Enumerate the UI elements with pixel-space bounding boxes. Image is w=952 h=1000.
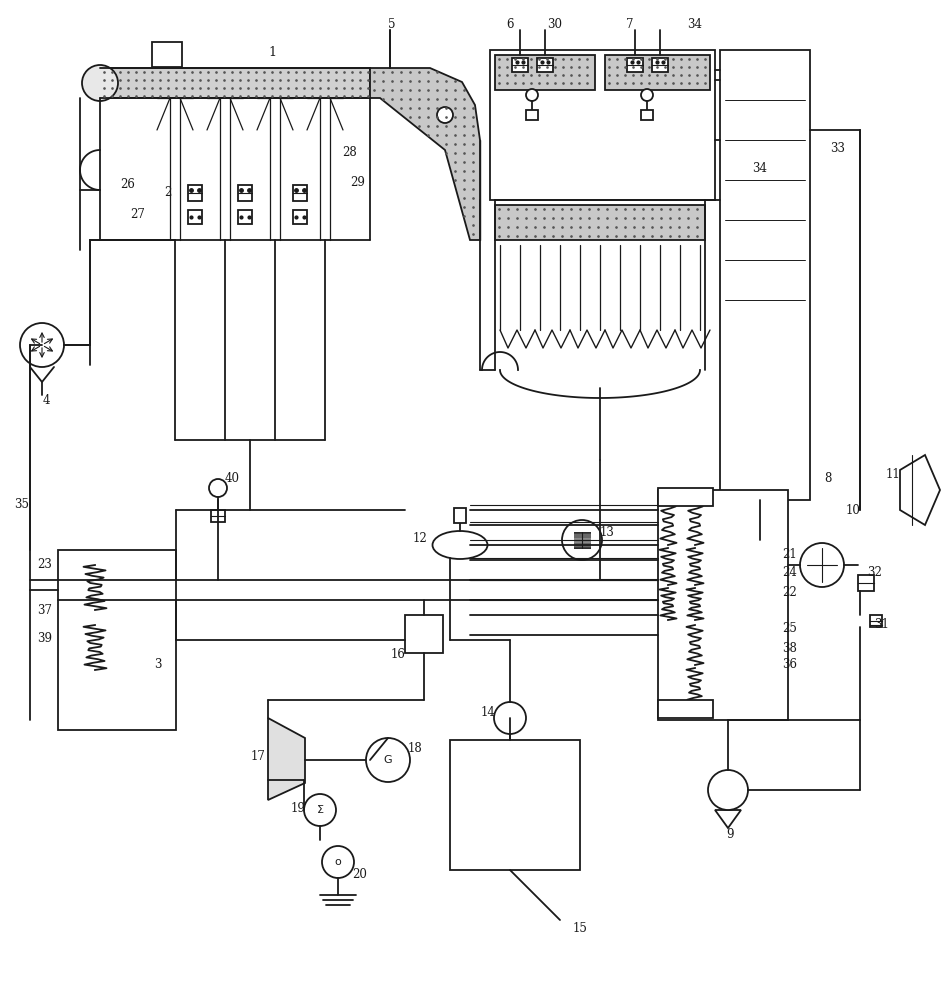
Polygon shape [714, 810, 741, 828]
Text: 15: 15 [572, 922, 586, 934]
Bar [449, 740, 580, 870]
Polygon shape [369, 68, 480, 240]
Bar [238, 185, 251, 201]
Bar [641, 110, 652, 120]
Text: 6: 6 [506, 18, 513, 31]
Polygon shape [268, 718, 305, 800]
Bar [657, 490, 787, 720]
Text: 12: 12 [412, 532, 426, 544]
Circle shape [20, 323, 64, 367]
Text: 38: 38 [782, 642, 797, 654]
Circle shape [208, 479, 227, 497]
Text: 23: 23 [37, 558, 52, 572]
Bar [58, 550, 176, 730]
Text: 40: 40 [225, 472, 239, 485]
Text: 7: 7 [625, 18, 633, 31]
Text: 34: 34 [686, 18, 702, 31]
Bar [536, 58, 552, 72]
Text: 19: 19 [290, 802, 306, 814]
Ellipse shape [432, 531, 487, 559]
Polygon shape [494, 205, 704, 240]
Bar [626, 58, 643, 72]
Text: 31: 31 [874, 618, 888, 632]
Text: o: o [334, 857, 341, 867]
Bar [188, 210, 202, 224]
Polygon shape [100, 68, 369, 98]
Circle shape [707, 770, 747, 810]
Text: 39: 39 [37, 632, 52, 645]
Text: 37: 37 [37, 603, 52, 616]
Text: Σ: Σ [316, 805, 323, 815]
Bar [188, 185, 202, 201]
Text: 17: 17 [250, 750, 266, 762]
Polygon shape [494, 55, 594, 90]
Text: 1: 1 [268, 45, 276, 58]
Text: 4: 4 [42, 393, 50, 406]
Bar [526, 110, 538, 120]
Bar [720, 50, 809, 500]
Text: G: G [384, 755, 392, 765]
Text: 34: 34 [752, 161, 766, 174]
Bar [857, 575, 873, 591]
Bar [292, 210, 307, 224]
Circle shape [366, 738, 409, 782]
Circle shape [82, 65, 118, 101]
Bar [657, 488, 712, 506]
Text: 16: 16 [390, 648, 405, 662]
Text: 14: 14 [480, 706, 495, 718]
Text: 26: 26 [121, 178, 135, 192]
Text: 22: 22 [782, 586, 797, 599]
Text: 25: 25 [782, 621, 797, 635]
Circle shape [526, 89, 538, 101]
Text: 9: 9 [725, 828, 733, 842]
Text: 27: 27 [130, 209, 146, 222]
Polygon shape [605, 55, 709, 90]
Bar [210, 510, 225, 522]
Bar [489, 50, 714, 200]
Text: 20: 20 [352, 868, 367, 882]
Bar [657, 700, 712, 718]
Bar [869, 615, 881, 627]
Circle shape [562, 520, 602, 560]
Text: 3: 3 [154, 658, 162, 672]
Text: 11: 11 [884, 468, 900, 481]
Text: 8: 8 [823, 472, 831, 485]
Text: 28: 28 [343, 146, 357, 159]
Text: 29: 29 [350, 176, 365, 188]
Text: 13: 13 [599, 526, 614, 540]
Bar [405, 615, 443, 653]
Bar [651, 58, 667, 72]
Circle shape [641, 89, 652, 101]
Circle shape [322, 846, 353, 878]
Bar [453, 508, 466, 523]
Text: 18: 18 [407, 742, 422, 754]
Text: 33: 33 [829, 141, 844, 154]
Bar [511, 58, 527, 72]
Text: 32: 32 [866, 566, 882, 578]
Text: 24: 24 [782, 566, 797, 578]
Circle shape [304, 794, 336, 826]
Bar [151, 42, 182, 67]
Circle shape [437, 107, 452, 123]
Text: 30: 30 [547, 18, 562, 31]
Text: 10: 10 [844, 504, 860, 516]
Text: 5: 5 [387, 18, 395, 31]
Text: 21: 21 [782, 548, 797, 562]
Circle shape [493, 702, 526, 734]
Bar [238, 210, 251, 224]
Text: 35: 35 [14, 498, 30, 512]
Text: 2: 2 [164, 186, 171, 198]
Circle shape [799, 543, 843, 587]
Text: 36: 36 [782, 658, 797, 672]
Bar [292, 185, 307, 201]
Polygon shape [899, 455, 939, 525]
